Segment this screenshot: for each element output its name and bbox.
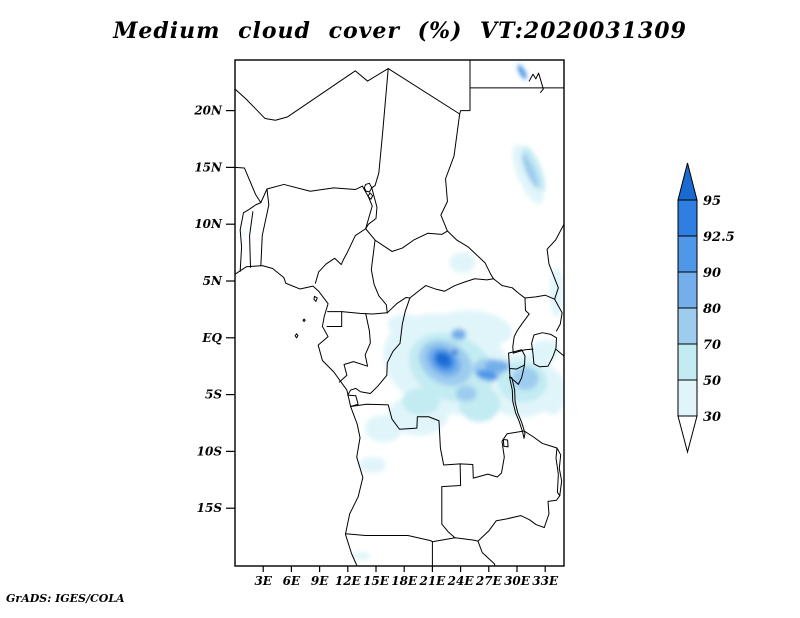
colorbar-band	[677, 271, 698, 309]
border-niger-west	[235, 167, 362, 202]
border-sahara-north	[235, 69, 470, 121]
lon-tick-label: 6E	[283, 574, 301, 588]
lat-tick-label: 5N	[203, 274, 223, 288]
map-borders-layer	[235, 60, 564, 568]
border-cameroon-car	[371, 240, 387, 313]
island-bioko	[314, 296, 317, 301]
colorbar-label: 70	[703, 338, 721, 353]
border-zambia-tanzania-malawi	[524, 431, 560, 528]
island-sao-tome	[295, 334, 298, 338]
cloud-region-30pct	[364, 415, 403, 443]
border-zambezi	[432, 516, 544, 542]
lon-tick-label: 18E	[391, 574, 418, 588]
border-uganda-kenya	[555, 299, 563, 331]
lat-tick-label: 20N	[193, 104, 223, 118]
colorbar-label: 95	[703, 194, 721, 209]
lake-chad	[364, 183, 372, 199]
lon-tick-label: 12E	[335, 574, 362, 588]
cloud-region-30pct	[387, 313, 422, 335]
cloud-region-50pct	[402, 387, 440, 416]
colorbar-band	[677, 307, 698, 345]
border-cameroon-south	[328, 312, 388, 314]
cloud-region-80pct	[485, 359, 510, 373]
colorbar-label: 30	[703, 410, 721, 425]
border-drc-angola-zambia	[351, 404, 524, 478]
cloud-region-90pct	[517, 64, 527, 80]
lon-tick-label: 24E	[447, 574, 475, 588]
island-principe	[303, 319, 305, 321]
border-rwanda-burundi	[509, 350, 525, 385]
lon-tick-label: 15E	[363, 574, 390, 588]
border-eq-guinea	[327, 312, 342, 327]
lake-victoria	[532, 333, 557, 367]
lake-malawi	[556, 448, 562, 496]
latitude-axis: 20N 15N 10N 5N EQ 5S 10S 15S	[193, 104, 235, 515]
colorbar-label: 80	[703, 302, 721, 317]
lon-tick-label: 21E	[418, 574, 446, 588]
border-chad-cameroon	[366, 188, 377, 229]
border-togo-benin	[250, 212, 253, 268]
lon-tick-label: 33E	[532, 574, 559, 588]
lat-tick-label: 15S	[197, 501, 223, 515]
border-chad-car	[366, 229, 448, 252]
cloud-region-30pct	[240, 230, 247, 237]
colorbar-band	[677, 199, 698, 237]
lon-tick-label: 30E	[504, 574, 531, 588]
cloud-region-30pct	[358, 457, 387, 473]
cloud-region-95pct	[452, 349, 458, 355]
longitude-axis: 3E 6E 9E 12E 15E 18E 21E 24E 27E 30E 33E	[254, 566, 559, 588]
border-niger-chad	[372, 69, 388, 188]
border-uganda-tanzania	[513, 349, 533, 353]
border-drc-car	[410, 279, 494, 298]
cloud-region-30pct	[351, 551, 371, 560]
cloud-region-70pct	[512, 367, 539, 391]
cloud-shading-layer	[240, 64, 564, 560]
border-nigeria-cameroon	[315, 186, 372, 283]
colorbar-label: 50	[703, 374, 721, 389]
cloud-region-70pct	[521, 153, 539, 189]
border-angola-zambia	[442, 464, 461, 538]
lat-tick-label: EQ	[201, 331, 222, 345]
grads-attribution: GrADS: IGES/COLA	[6, 592, 125, 605]
border-benin-nigeria	[261, 189, 269, 266]
lon-tick-label: 27E	[475, 574, 503, 588]
lon-tick-label: 3E	[254, 574, 272, 588]
border-botswana-zimbabwe	[478, 541, 495, 568]
colorbar-band	[677, 343, 698, 381]
colorbar-arrow-top	[677, 162, 698, 201]
colorbar-band	[677, 379, 698, 417]
border-kenya-tanzania	[556, 350, 564, 356]
border-uganda-drc	[513, 298, 529, 353]
colorbar-label: 90	[703, 266, 721, 281]
border-car-congo	[387, 297, 410, 312]
lat-tick-label: 5S	[205, 388, 222, 402]
lat-tick-label: 10N	[194, 217, 223, 231]
border-cabinda	[348, 395, 358, 406]
cloud-region-30pct	[449, 252, 476, 274]
cloud-region-95pct	[436, 353, 450, 366]
coastline-west-africa	[235, 266, 363, 569]
cloud-region-90pct	[475, 369, 499, 381]
border-angola-namibia	[345, 534, 432, 542]
border-ghana-togo	[240, 203, 261, 272]
lake-nasser	[529, 73, 543, 92]
border-congo-drc-river	[348, 298, 410, 395]
lat-tick-label: 15N	[194, 160, 223, 174]
colorbar-band	[677, 235, 698, 273]
lon-tick-label: 9E	[311, 574, 329, 588]
map-frame	[234, 59, 565, 567]
lat-tick-label: 10S	[197, 444, 223, 458]
colorbar-arrow-bottom	[677, 415, 698, 454]
colorbar-legend: 95 92.5 90 80 70 50 30	[677, 162, 735, 454]
border-drc-sudan-ethiopia	[494, 224, 565, 299]
border-gabon-congo	[339, 313, 370, 382]
plot-title: Medium cloud cover (%) VT:2020031309	[113, 18, 687, 44]
lake-mweru	[503, 439, 508, 446]
cloud-region-70pct	[455, 385, 477, 402]
cloud-region-80pct	[451, 328, 467, 341]
colorbar-label: 92.5	[703, 230, 735, 245]
